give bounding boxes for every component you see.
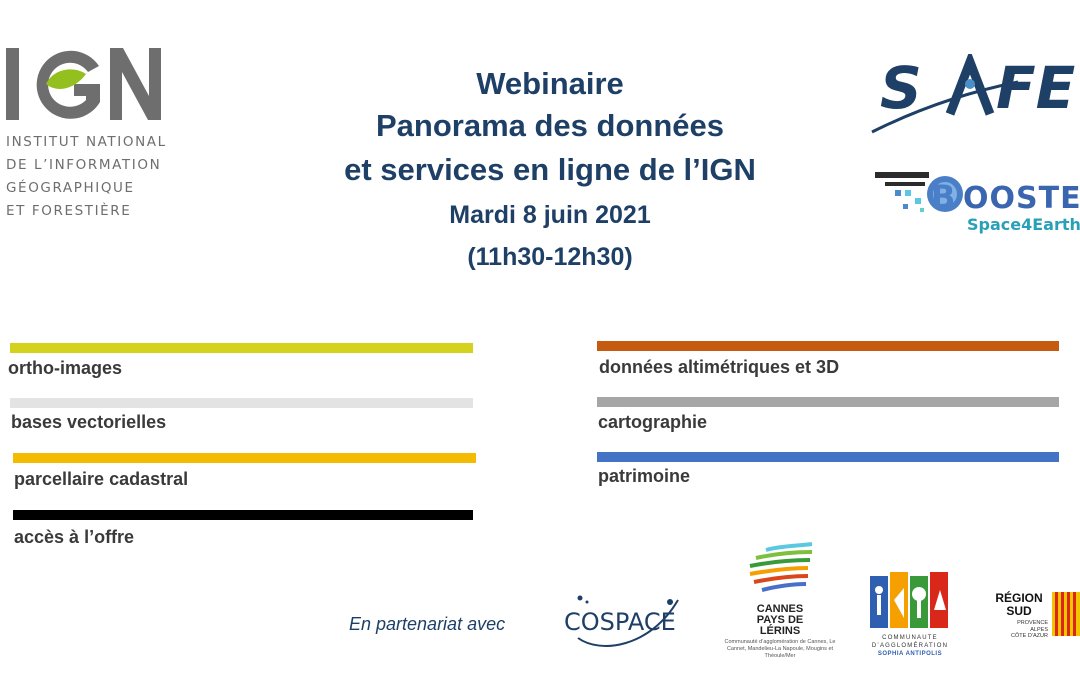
cannes-line: PAYS DE — [756, 614, 804, 626]
booster-logo: B OOSTER Space4Earth — [875, 164, 1080, 236]
cannes-subtitle: Communauté d’agglomération de Cannes, Le… — [724, 639, 836, 659]
cartographie-bar — [597, 397, 1059, 407]
title-line-1: Webinaire — [476, 66, 624, 101]
region-sud-logo: RÉGION SUD PROVENCE ALPES CÔTE D’AZUR — [990, 590, 1080, 650]
category-donnees-altimetriques[interactable]: données altimétriques et 3D — [599, 357, 840, 377]
ign-line: DE L’INFORMATION — [6, 157, 162, 173]
category-bases-vectorielles[interactable]: bases vectorielles — [11, 412, 167, 432]
parcellaire-cadastral-bar — [13, 453, 476, 463]
cannes-line: LÉRINS — [759, 625, 801, 637]
casa-line: COMMUNAUTE — [882, 635, 938, 641]
cospace-logo: COSPACE — [560, 588, 690, 654]
region-small: PROVENCE — [1017, 620, 1048, 626]
ign-logo — [4, 44, 174, 224]
cannes-pays-de-lerins-logo: CANNES PAYS DE LÉRINS Communauté d’agglo… — [716, 542, 844, 667]
region-line: SUD — [1006, 604, 1032, 618]
ign-line: ET FORESTIÈRE — [6, 203, 132, 219]
title-line-2: Panorama des données — [375, 108, 724, 143]
svg-text:S: S — [880, 54, 926, 122]
svg-text:Space4Earth: Space4Earth — [967, 215, 1080, 234]
region-small: CÔTE D’AZUR — [1011, 633, 1048, 639]
ortho-images-bar — [10, 343, 473, 353]
svg-text:COSPACE: COSPACE — [564, 608, 676, 636]
ign-full-name: INSTITUT NATIONAL DE L’INFORMATION GÉOGR… — [6, 131, 167, 223]
region-line: RÉGION — [995, 591, 1043, 605]
webinar-title: Webinaire Panorama des données et servic… — [270, 64, 830, 276]
safe-wordmark-rest: FE — [996, 54, 1075, 122]
event-time: (11h30-12h30) — [467, 243, 633, 271]
ign-line: GÉOGRAPHIQUE — [6, 180, 135, 196]
casa-line: D’AGGLOMÉRATION — [871, 643, 949, 649]
category-parcellaire-cadastral[interactable]: parcellaire cadastral — [14, 469, 189, 489]
ign-line: INSTITUT NATIONAL — [6, 134, 167, 150]
category-ortho-images[interactable]: ortho-images — [8, 358, 123, 378]
cannes-line: CANNES — [756, 603, 804, 615]
casa-logo: COMMUNAUTE D’AGGLOMÉRATION SOPHIA ANTIPO… — [866, 570, 954, 665]
casa-line: SOPHIA ANTIPOLIS — [877, 651, 943, 657]
category-acces-offre[interactable]: accès à l’offre — [14, 527, 135, 547]
region-small: ALPES — [1030, 626, 1048, 633]
event-date: Mardi 8 juin 2021 — [449, 201, 651, 229]
donnees-altimetriques-bar — [597, 341, 1059, 351]
category-patrimoine[interactable]: patrimoine — [598, 466, 691, 486]
svg-text:OOSTER: OOSTER — [963, 181, 1080, 216]
region-flag-icon — [1052, 592, 1080, 636]
safe-logo: S FE — [868, 49, 1080, 134]
title-line-3: et services en ligne de l’IGN — [344, 152, 756, 187]
svg-text:B: B — [931, 178, 955, 216]
category-cartographie[interactable]: cartographie — [598, 412, 708, 432]
bases-vectorielles-bar — [10, 398, 473, 408]
acces-offre-bar — [13, 510, 473, 520]
partnership-intro: En partenariat avec — [349, 614, 506, 634]
patrimoine-bar — [597, 452, 1059, 462]
